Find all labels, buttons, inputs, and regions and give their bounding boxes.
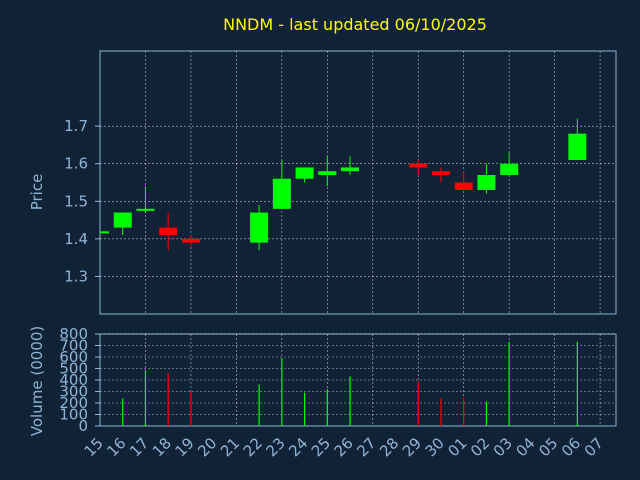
candle-body [318,171,337,175]
volume-tick-label: 100 [59,406,88,424]
volume-tick-label: 800 [59,325,88,343]
chart-title: NNDM - last updated 06/10/2025 [223,15,487,34]
volume-axis-label: Volume (0000) [28,326,46,436]
price-tick-label: 1.7 [64,117,88,135]
candle-body [181,238,200,243]
candle-body [250,212,269,243]
volume-tick-label: 0 [78,417,88,435]
volume-tick-label: 700 [59,337,88,355]
price-tick-label: 1.4 [64,230,88,248]
volume-tick-label: 500 [59,360,88,378]
price-frame [99,50,617,315]
price-panel: 1.3 1.4 1.5 1.6 1.7 [64,50,617,315]
price-tick-label: 1.5 [64,192,88,210]
price-tick-label: 1.3 [64,267,88,285]
volume-tick-label: 600 [59,348,88,366]
candle-body [295,167,314,179]
candle-body [454,182,473,191]
candle-body [568,133,587,160]
candle-body [500,163,519,175]
volume-tick-label: 300 [59,383,88,401]
price-tick-label: 1.6 [64,155,88,173]
candle-body [159,227,178,236]
candle-body [431,171,450,175]
volume-tick-label: 400 [59,371,88,389]
volume-tick-label: 200 [59,394,88,412]
x-tick-labels: 1516171819202122232425262728293001020304… [81,434,607,460]
x-axis-label: Day [334,460,362,476]
candle-body [100,231,109,234]
candle-body [341,167,360,172]
candle-body [477,174,496,191]
candle-body [272,178,291,209]
candle-body [409,163,428,168]
price-axis-label: Price [28,174,46,211]
candle-body [113,212,132,228]
candle-body [136,208,155,211]
